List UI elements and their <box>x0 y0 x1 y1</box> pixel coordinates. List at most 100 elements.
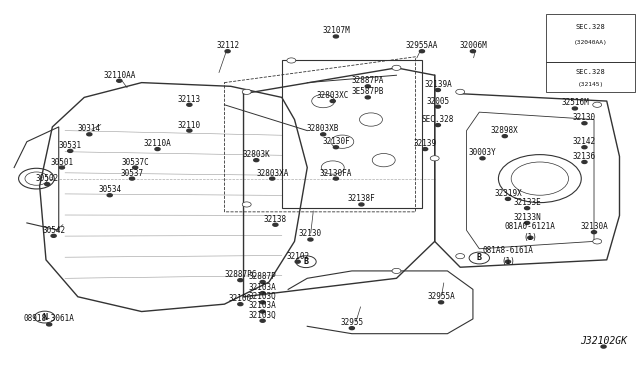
Circle shape <box>107 194 112 197</box>
Circle shape <box>593 102 602 108</box>
Circle shape <box>333 146 339 149</box>
Text: 32130: 32130 <box>299 230 322 238</box>
Circle shape <box>582 146 587 149</box>
Circle shape <box>525 221 530 224</box>
Circle shape <box>506 198 511 201</box>
Text: B: B <box>303 257 308 266</box>
Text: 30542: 30542 <box>42 226 65 235</box>
Circle shape <box>349 327 355 330</box>
Text: 32130A: 32130A <box>580 222 608 231</box>
Text: 32139: 32139 <box>413 139 436 148</box>
Text: 32103A: 32103A <box>249 301 276 311</box>
Circle shape <box>525 207 530 210</box>
Circle shape <box>260 319 265 322</box>
Text: B: B <box>477 253 482 263</box>
Text: 30502: 30502 <box>36 174 59 183</box>
Text: 32130FA: 32130FA <box>320 169 352 177</box>
Text: 30314: 30314 <box>78 124 101 133</box>
Circle shape <box>238 303 243 306</box>
Circle shape <box>47 323 52 326</box>
Text: 32803K: 32803K <box>243 150 270 159</box>
Circle shape <box>129 177 134 180</box>
Circle shape <box>155 148 160 151</box>
Text: 32110: 32110 <box>178 121 201 129</box>
Circle shape <box>430 156 439 161</box>
Text: 30537: 30537 <box>120 169 143 177</box>
Circle shape <box>422 148 428 151</box>
Circle shape <box>470 50 476 53</box>
Text: 32955AA: 32955AA <box>406 41 438 50</box>
Circle shape <box>435 105 440 108</box>
Text: 32130F: 32130F <box>322 137 350 146</box>
Circle shape <box>392 268 401 273</box>
Circle shape <box>273 223 278 226</box>
Text: (32145): (32145) <box>578 82 604 87</box>
Circle shape <box>260 292 265 295</box>
Text: 32887PC: 32887PC <box>224 270 257 279</box>
Circle shape <box>51 234 56 237</box>
Text: 32898X: 32898X <box>491 126 518 135</box>
Circle shape <box>238 279 243 282</box>
Circle shape <box>591 231 596 234</box>
Text: 08918-3061A: 08918-3061A <box>24 314 75 323</box>
Text: 32103A: 32103A <box>249 283 276 292</box>
Circle shape <box>68 150 73 153</box>
Text: 32138F: 32138F <box>348 195 375 203</box>
Text: 30531: 30531 <box>59 141 82 150</box>
Circle shape <box>225 50 230 53</box>
Text: 32130: 32130 <box>573 113 596 122</box>
Circle shape <box>582 122 587 125</box>
Text: 32113: 32113 <box>178 95 201 104</box>
Text: 32136: 32136 <box>573 152 596 161</box>
Text: 081A8-6161A
(1): 081A8-6161A (1) <box>483 247 533 266</box>
Circle shape <box>435 89 440 92</box>
Circle shape <box>456 89 465 94</box>
Circle shape <box>601 345 606 348</box>
Circle shape <box>480 157 485 160</box>
Text: 32138: 32138 <box>264 215 287 224</box>
Circle shape <box>572 107 577 110</box>
Text: J32102GK: J32102GK <box>580 336 627 346</box>
Circle shape <box>295 260 300 263</box>
Circle shape <box>243 202 251 207</box>
Circle shape <box>593 239 602 244</box>
Text: 32133E: 32133E <box>513 198 541 207</box>
Circle shape <box>438 301 444 304</box>
Text: 30003Y: 30003Y <box>468 148 497 157</box>
Text: 32955: 32955 <box>340 318 364 327</box>
Circle shape <box>132 166 138 169</box>
Text: 32803XB: 32803XB <box>307 124 339 133</box>
Circle shape <box>321 133 326 136</box>
Text: 32803XC: 32803XC <box>317 91 349 100</box>
Text: 32112: 32112 <box>216 41 239 50</box>
Circle shape <box>260 310 265 313</box>
Text: 32107M: 32107M <box>322 26 350 35</box>
Circle shape <box>582 161 587 163</box>
Text: 32005: 32005 <box>426 97 449 106</box>
Text: N: N <box>42 312 47 321</box>
Text: 30537C: 30537C <box>122 157 149 167</box>
Text: 32103Q: 32103Q <box>249 311 276 320</box>
Text: 32142: 32142 <box>573 137 596 146</box>
Text: 32103Q: 32103Q <box>249 292 276 301</box>
Text: 32110AA: 32110AA <box>103 71 136 80</box>
Circle shape <box>365 85 371 88</box>
Circle shape <box>260 280 265 283</box>
Text: 30501: 30501 <box>51 157 74 167</box>
Circle shape <box>392 65 401 70</box>
Text: 32006M: 32006M <box>459 41 487 50</box>
Circle shape <box>253 159 259 161</box>
Circle shape <box>187 129 192 132</box>
Circle shape <box>435 124 440 126</box>
Circle shape <box>45 183 50 186</box>
Circle shape <box>287 58 296 63</box>
Text: 32100: 32100 <box>228 294 252 303</box>
Circle shape <box>87 133 92 136</box>
Text: 32110A: 32110A <box>143 139 172 148</box>
Text: 32516M: 32516M <box>561 99 589 108</box>
Text: 32887PA: 32887PA <box>351 76 384 85</box>
Text: 3E587PB: 3E587PB <box>351 87 384 96</box>
Circle shape <box>60 166 65 169</box>
Text: SEC.328: SEC.328 <box>576 68 605 74</box>
Circle shape <box>243 89 251 94</box>
